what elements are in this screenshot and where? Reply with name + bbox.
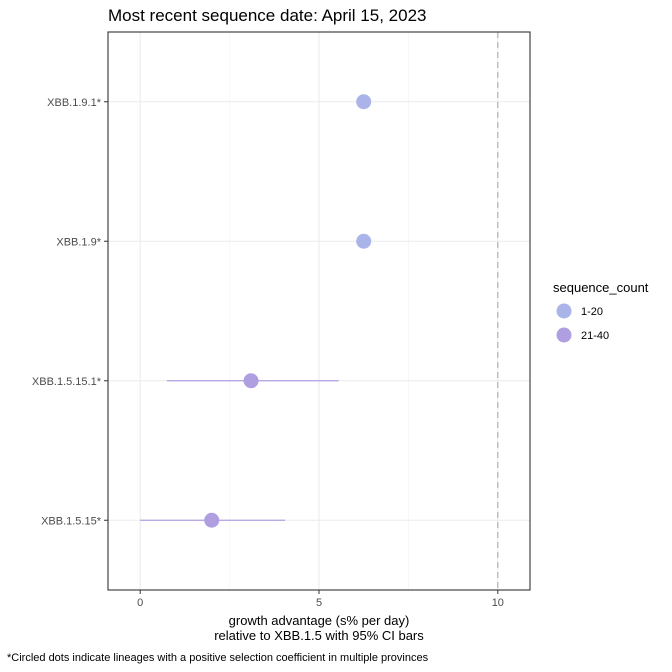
x-tick-label: 5	[316, 597, 322, 609]
legend-key-point	[556, 303, 572, 319]
data-point	[356, 94, 372, 110]
legend-key-point	[556, 327, 572, 343]
y-tick-label: XBB.1.9*	[56, 236, 101, 248]
legend-label: 1-20	[581, 306, 603, 318]
chart-title: Most recent sequence date: April 15, 202…	[108, 6, 426, 25]
data-point	[204, 512, 220, 528]
legend: sequence_count 1-20 21-40	[553, 280, 649, 343]
x-tick-label: 0	[137, 597, 143, 609]
data-point	[243, 373, 259, 389]
x-axis-title-line1: growth advantage (s% per day)	[229, 613, 410, 628]
legend-title: sequence_count	[553, 280, 649, 295]
y-tick-label: XBB.1.9.1*	[47, 97, 102, 109]
legend-label: 21-40	[581, 330, 609, 342]
chart-caption: *Circled dots indicate lineages with a p…	[7, 652, 429, 664]
data-point	[356, 233, 372, 249]
plot-area: 0 5 10 XBB.1.9.1* XBB.1.9* XBB.1.5.15.1* XBB.1…	[32, 31, 531, 609]
y-tick-label: XBB.1.5.15*	[41, 515, 102, 527]
y-tick-label: XBB.1.5.15.1*	[32, 376, 102, 388]
x-axis-title-line2: relative to XBB.1.5 with 95% CI bars	[214, 628, 424, 643]
x-tick-label: 10	[492, 597, 504, 609]
